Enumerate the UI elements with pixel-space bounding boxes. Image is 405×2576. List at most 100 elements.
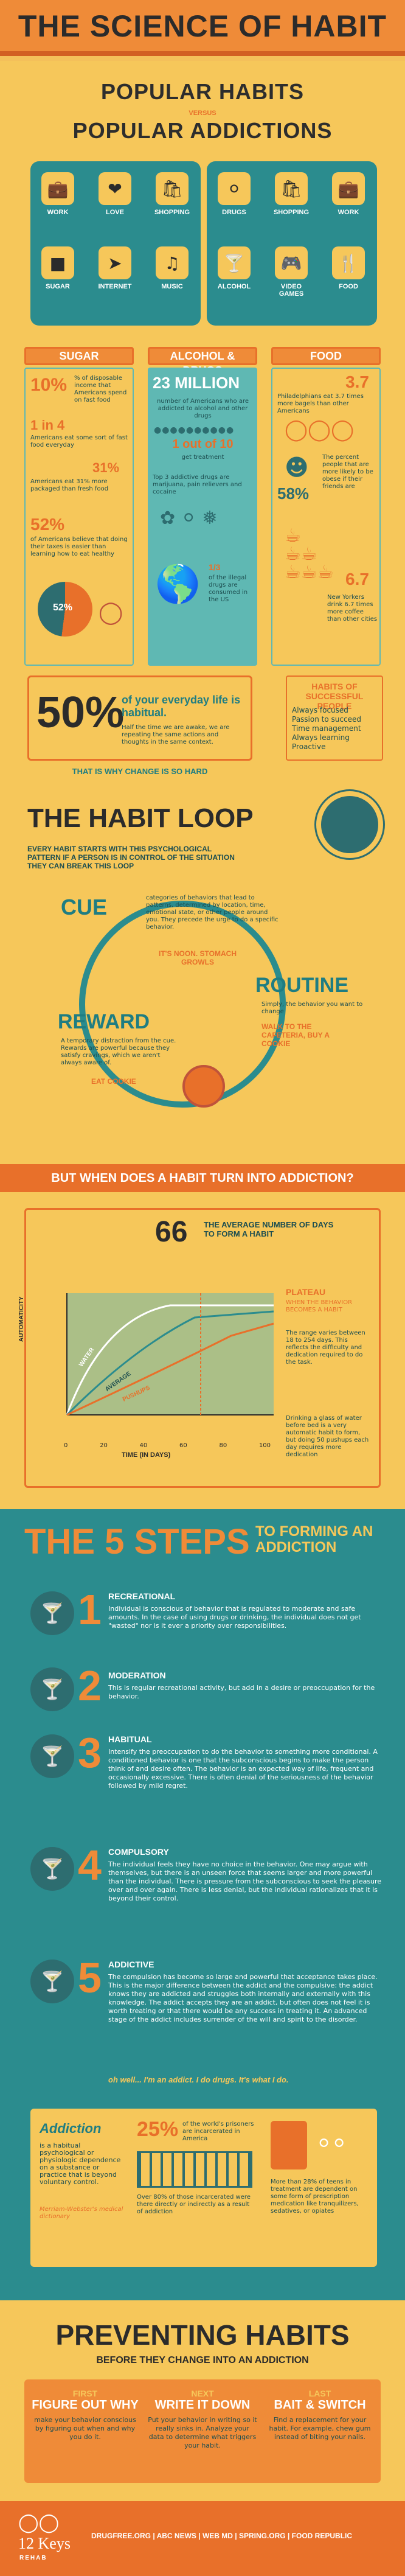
step-number: 1: [78, 1586, 102, 1633]
martini-icon: 🍸: [30, 1591, 74, 1635]
successful-box: [286, 675, 383, 761]
range-text: The range varies between 18 to 254 days.…: [286, 1330, 365, 1366]
food-stat2-text: The percent people that are more likely …: [322, 454, 373, 490]
steps-quote: oh well... I'm an addict. I do drugs. It…: [108, 2075, 289, 2084]
prevent-small: NEXT: [191, 2389, 214, 2398]
prison-bars-icon: [137, 2151, 252, 2188]
prevent-head: BAIT & SWITCH: [274, 2398, 366, 2412]
sugar-stat1: 10%: [30, 375, 68, 395]
reward-text: A temporary distraction from the cue. Re…: [61, 1038, 176, 1066]
footer-logo-text: 12 Keys: [18, 2535, 71, 2552]
martini-icon: 🍸: [30, 1667, 74, 1711]
plateau-label: PLATEAU: [286, 1287, 326, 1297]
habit-label: WORK: [47, 209, 69, 216]
pill-icon: ⚪⚪: [316, 2133, 347, 2154]
five-steps-section: THE 5 STEPS TO FORMING AN ADDICTION 🍸 1 …: [0, 1509, 405, 2300]
intro-line2: POPULAR ADDICTIONS: [72, 118, 333, 143]
gamepad-icon: 🎮: [275, 246, 308, 279]
briefcase-icon: 💼: [41, 172, 74, 205]
habit-loop-section: THE HABIT LOOP EVERY HABIT STARTS WITH T…: [0, 791, 405, 1162]
keys-logo-icon: ◯◯: [18, 2512, 60, 2533]
addiction-stat1: 25%: [137, 2118, 179, 2141]
cue-example: IT'S NOON. STOMACH GROWLS: [159, 949, 237, 966]
alcohol-stat2-text: get treatment: [181, 454, 224, 461]
chart-ticks: 0 20 40 60 80 100: [64, 1442, 271, 1449]
habit-curve-chart: [49, 1281, 280, 1439]
prescription-bottle-icon: [271, 2121, 307, 2169]
chart-ylabel: AUTOMATICITY: [18, 1296, 25, 1342]
step-title: HABITUAL: [108, 1734, 152, 1744]
habit-label: SHOPPING: [154, 209, 190, 216]
chart-area: [49, 1281, 280, 1439]
habitual-big: 50%: [36, 688, 125, 737]
reward-example: EAT COOKIE: [91, 1077, 136, 1086]
successful-item: Always learning: [292, 733, 350, 742]
tick-label: 0: [64, 1442, 68, 1449]
loop-circle: [79, 901, 286, 1108]
globe-icon: 🌎: [155, 563, 201, 606]
habitual-text2: Half the time we are awake, we are repea…: [122, 724, 230, 745]
routine-title: ROUTINE: [255, 974, 348, 997]
routine-example: WALK TO THE CAFETERIA, BUY A COOKIE: [261, 1022, 330, 1048]
habitual-section: 50% of your everyday life is habitual. H…: [0, 675, 405, 785]
habits-panel: 💼 WORK ❤ LOVE 🛍 SHOPPING ■ SUGAR ➤ INTER…: [30, 161, 201, 326]
prevent-step-1: FIRST FIGURE OUT WHY make your behavior …: [30, 2389, 140, 2442]
addiction-label: DRUGS: [222, 209, 246, 216]
clock-icon: [316, 791, 383, 858]
coffee-cups-icon: ☕ ☕☕ ☕☕☕: [285, 525, 334, 583]
prevent-head: WRITE IT DOWN: [154, 2398, 251, 2412]
prevent-text: Find a replacement for your habit. For e…: [269, 2416, 371, 2441]
step-number: 5: [78, 1954, 102, 2002]
food-stat2: 58%: [277, 484, 310, 503]
footer-sources: DRUGFREE.ORG | ABC NEWS | WEB MD | SPRIN…: [91, 2532, 352, 2540]
steps-title-small: TO FORMING AN ADDICTION: [255, 1523, 373, 1555]
successful-list: Always focused Passion to succeed Time m…: [292, 706, 361, 752]
preventing-subtitle: BEFORE THEY CHANGE INTO AN ADDICTION: [96, 2355, 309, 2365]
sugar-column: 10% % of disposable income that American…: [24, 368, 134, 666]
shopping-bag-icon: 🛍: [156, 172, 189, 205]
addiction-label: ALCOHOL: [217, 283, 251, 290]
sugar-stat3: 31%: [92, 460, 120, 475]
step-number: 2: [78, 1662, 102, 1709]
step-text: Individual is conscious of behavior that…: [108, 1605, 361, 1630]
prevent-small: LAST: [308, 2389, 331, 2398]
footer: ◯◯ 12 Keys REHAB DRUGFREE.ORG | ABC NEWS…: [0, 2501, 405, 2576]
addiction-label: FOOD: [339, 283, 358, 290]
step-2: 🍸 2 MODERATION This is regular recreatio…: [30, 1664, 389, 1719]
donut-icon: ◯: [99, 600, 123, 625]
food-column: 3.7 Philadelphians eat 3.7 times more ba…: [271, 368, 381, 666]
prevent-step-2: NEXT WRITE IT DOWN Put your behavior in …: [148, 2389, 257, 2450]
alcohol-column-head: ALCOHOL & DRUGS: [148, 347, 257, 377]
step-title: COMPULSORY: [108, 1847, 169, 1857]
successful-item: Always focused: [292, 706, 348, 714]
tick-label: 100: [258, 1442, 271, 1449]
reward-title: REWARD: [58, 1010, 150, 1033]
intro-line1: POPULAR HABITS: [100, 79, 304, 104]
habit-loop-title: THE HABIT LOOP: [27, 803, 254, 833]
page-title: THE SCIENCE OF HABIT: [18, 9, 387, 43]
step-4: 🍸 4 COMPULSORY The individual feels they…: [30, 1841, 389, 1938]
addiction-def: is a habitual psychological or physiolog…: [40, 2141, 121, 2186]
step-3: 🍸 3 HABITUAL Intensify the preoccupation…: [30, 1728, 389, 1826]
heart-icon: ❤: [99, 172, 131, 205]
addiction-word: Addiction: [40, 2121, 102, 2136]
successful-item: Proactive: [292, 742, 326, 751]
step-number: 3: [78, 1729, 102, 1776]
food-stat1-text: Philadelphians eat 3.7 times more bagels…: [277, 393, 364, 414]
habit-label: INTERNET: [98, 283, 132, 290]
tick-label: 20: [100, 1442, 108, 1449]
habitual-box: [27, 675, 252, 761]
sugar-stat4-text: of Americans believe that doing their ta…: [30, 536, 128, 557]
food-stat3-text: New Yorkers drink 6.7 times more coffee …: [327, 594, 378, 623]
prevent-small: FIRST: [72, 2389, 98, 2398]
alcohol-stat1-text: number of Americans who are addicted to …: [157, 398, 249, 419]
sugar-stat2-text: Americans eat some sort of fast food eve…: [30, 435, 128, 449]
shopping-bag-icon: 🛍: [275, 172, 308, 205]
form-label: THE AVERAGE NUMBER OF DAYS TO FORM A HAB…: [204, 1220, 334, 1238]
cue-title: CUE: [61, 895, 108, 920]
drug-icons: ✿ ⚪ ❅: [160, 508, 218, 529]
header-band: [0, 0, 405, 56]
step-number: 4: [78, 1841, 102, 1889]
alcohol-stat4-text: of the illegal drugs are consumed in the…: [209, 574, 248, 603]
tick-label: 40: [139, 1442, 148, 1449]
